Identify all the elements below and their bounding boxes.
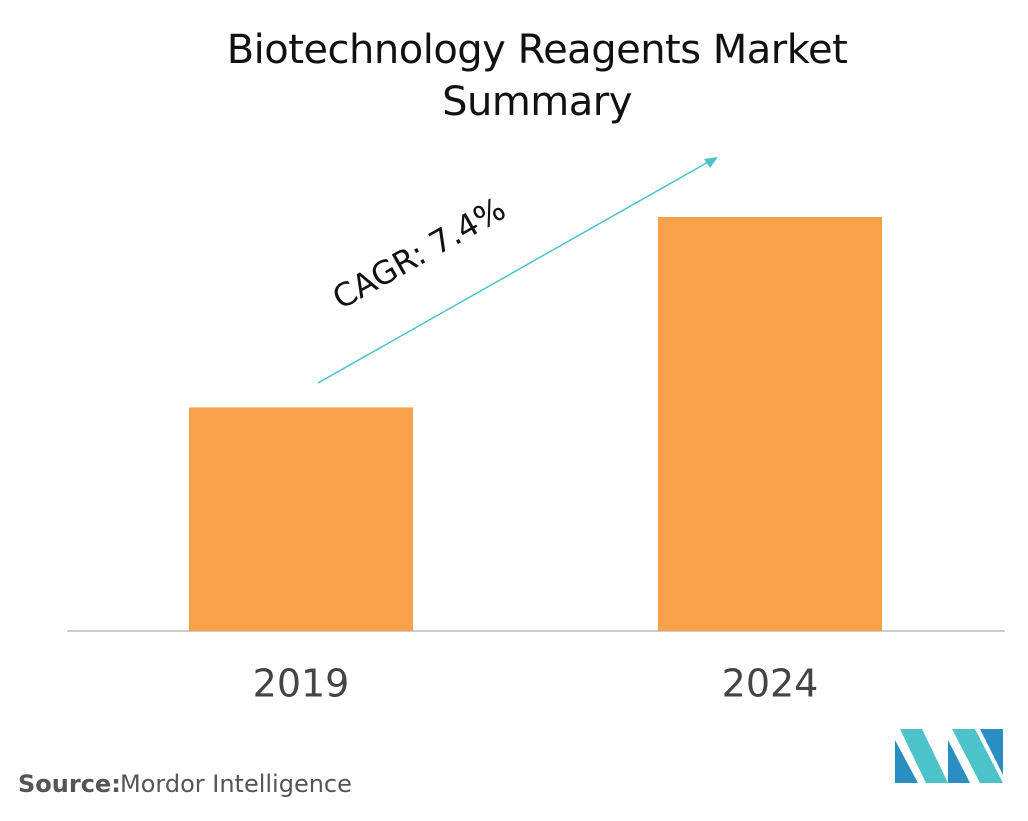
bar [658,217,882,631]
arrow-head [704,157,718,168]
cagr-arrow [317,160,711,384]
logo [895,729,1003,783]
cagr-label: CAGR: 7.4% [326,190,512,317]
bar [189,407,413,631]
source-label: Source: [18,770,121,798]
chart-title: Biotechnology Reagents Market Summary [226,27,848,125]
x-tick-label: 2024 [722,662,819,706]
source: Mordor Intelligence [120,770,352,798]
x-tick-label: 2019 [253,662,350,706]
